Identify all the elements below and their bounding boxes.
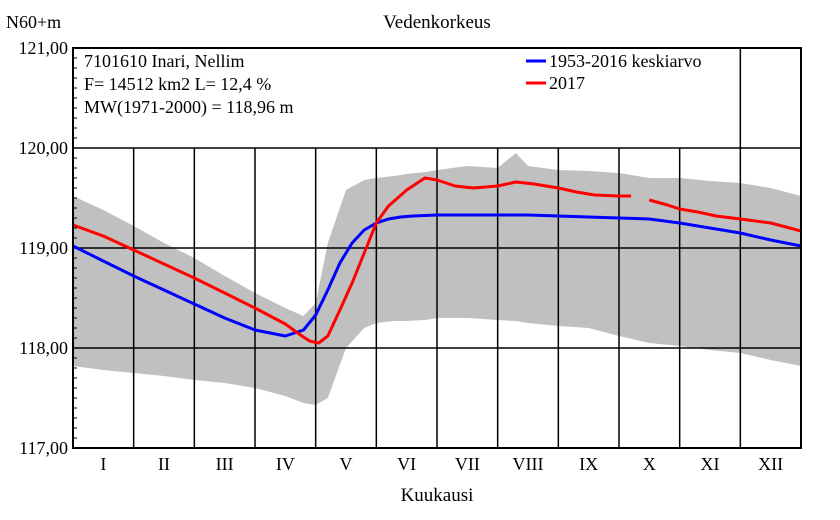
- y-tick-label: 118,00: [19, 338, 68, 358]
- y-axis-label: N60+m: [6, 12, 61, 32]
- legend: 1953-2016 keskiarvo 2017: [526, 51, 701, 93]
- x-tick-label: III: [216, 454, 234, 474]
- y-tick-label: 120,00: [19, 138, 69, 158]
- y-tick-label: 117,00: [19, 438, 68, 458]
- plot-frame: [72, 47, 802, 449]
- y-tick-label: 119,00: [19, 238, 68, 258]
- chart-title: Vedenkorkeus: [383, 12, 491, 33]
- x-tick-label: XI: [701, 454, 720, 474]
- catchment-info: F= 14512 km2 L= 12,4 %: [84, 74, 271, 94]
- mean-water-level: MW(1971-2000) = 118,96 m: [84, 97, 293, 118]
- series-line-1: [72, 176, 632, 345]
- y-tick-label: 121,00: [19, 38, 69, 58]
- x-tick-label: VI: [397, 454, 416, 474]
- x-tick-label: XII: [758, 454, 783, 474]
- legend-label-2017: 2017: [549, 73, 585, 93]
- x-tick-label: IV: [276, 454, 295, 474]
- x-axis-label: Kuukausi: [401, 485, 474, 506]
- x-tick-label: VIII: [513, 454, 544, 474]
- x-tick-label: I: [100, 454, 106, 474]
- x-tick-label: IX: [579, 454, 598, 474]
- series-line-0: [72, 213, 802, 338]
- info-box: 7101610 Inari, Nellim F= 14512 km2 L= 12…: [84, 51, 293, 118]
- station-name: 7101610 Inari, Nellim: [84, 51, 244, 71]
- x-tick-label: X: [643, 454, 656, 474]
- x-tick-label: II: [158, 454, 170, 474]
- legend-label-mean: 1953-2016 keskiarvo: [549, 51, 701, 71]
- series-line-1: [648, 198, 802, 233]
- x-tick-label: VII: [455, 454, 480, 474]
- x-tick-label: V: [340, 454, 353, 474]
